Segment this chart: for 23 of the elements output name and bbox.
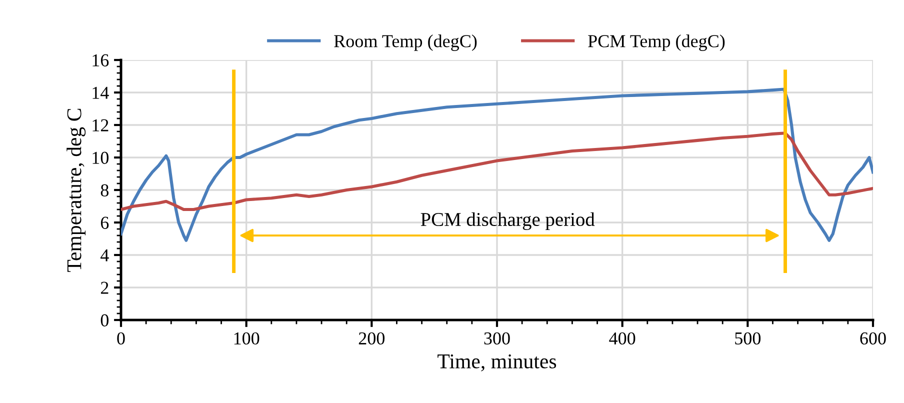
y-tick-label: 8	[100, 184, 109, 196]
x-tick-label: 400	[609, 332, 636, 345]
x-tick-label: 100	[234, 332, 260, 345]
y-tick-label: 6	[100, 216, 109, 229]
annotation: PCM discharge period	[420, 212, 595, 230]
x-axis-title: Time, minutes	[438, 354, 556, 372]
y-tick-label: 14	[92, 86, 109, 99]
x-tick-label: 500	[735, 332, 761, 345]
line-series	[121, 88, 873, 242]
y-axis-title: Temperature, deg C	[66, 108, 86, 272]
y-tick-label: 0	[100, 314, 109, 326]
y-tick-label: 4	[100, 249, 109, 262]
legend-label: PCM Temp (degC)	[588, 34, 725, 51]
y-tick-label: 16	[92, 54, 109, 66]
line-series	[121, 132, 873, 212]
x-tick-label: 600	[860, 332, 886, 345]
y-tick-label: 10	[92, 152, 109, 164]
legend-label: Room Temp (degC)	[334, 34, 477, 51]
x-tick-label: 200	[358, 332, 385, 345]
y-tick-label: 2	[100, 282, 108, 294]
x-tick-label: 300	[484, 332, 510, 345]
y-tick-label: 12	[92, 119, 108, 132]
x-tick-label: 0	[117, 332, 125, 345]
